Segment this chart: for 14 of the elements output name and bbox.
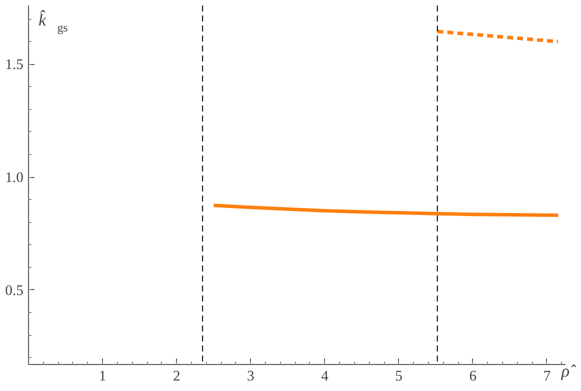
line-series bbox=[436, 30, 560, 44]
x-tick-label: 1 bbox=[98, 368, 106, 384]
y-tick-label: 0.5 bbox=[5, 282, 24, 299]
x-tick-label: 5 bbox=[395, 368, 403, 384]
y-axis-title: k̂gs bbox=[38, 10, 68, 34]
x-tick-label: 7 bbox=[543, 368, 551, 384]
line-series bbox=[212, 204, 560, 218]
x-tick-label: 3 bbox=[247, 368, 254, 384]
y-tick-label: 1.5 bbox=[5, 57, 24, 74]
x-tick-label: 2 bbox=[172, 368, 180, 384]
x-tick-label: 4 bbox=[321, 368, 330, 384]
y-tick-label: 1.0 bbox=[5, 170, 24, 186]
x-tick-label: 6 bbox=[469, 368, 477, 384]
x-axis-title: ρ̂ bbox=[560, 362, 577, 380]
